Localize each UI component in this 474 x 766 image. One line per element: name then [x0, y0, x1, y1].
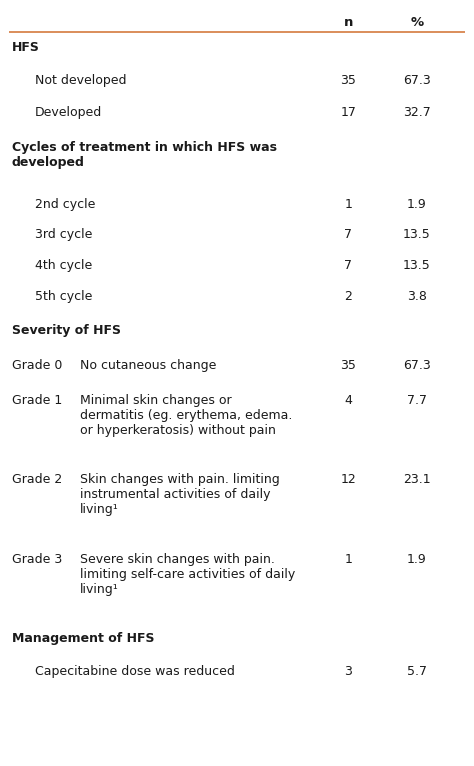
Text: 3: 3: [345, 665, 353, 677]
Text: 1.9: 1.9: [407, 552, 427, 565]
Text: n: n: [344, 15, 353, 28]
Text: Skin changes with pain. limiting
instrumental activities of daily
living¹: Skin changes with pain. limiting instrum…: [80, 473, 280, 516]
Text: 67.3: 67.3: [403, 359, 430, 372]
Text: 67.3: 67.3: [403, 74, 430, 87]
Text: 5th cycle: 5th cycle: [35, 290, 92, 303]
Text: 2nd cycle: 2nd cycle: [35, 198, 95, 211]
Text: 7: 7: [345, 228, 353, 241]
Text: Not developed: Not developed: [35, 74, 126, 87]
Text: 35: 35: [340, 359, 356, 372]
Text: 13.5: 13.5: [403, 259, 430, 272]
Text: Grade 1: Grade 1: [12, 394, 62, 407]
Text: 2: 2: [345, 290, 353, 303]
Text: 1.9: 1.9: [407, 198, 427, 211]
Text: 3rd cycle: 3rd cycle: [35, 228, 92, 241]
Text: Developed: Developed: [35, 106, 102, 119]
Text: Capecitabine dose was reduced: Capecitabine dose was reduced: [35, 665, 234, 677]
Text: Management of HFS: Management of HFS: [12, 632, 154, 645]
Text: Grade 2: Grade 2: [12, 473, 62, 486]
Text: 5.7: 5.7: [407, 665, 427, 677]
Text: Grade 3: Grade 3: [12, 552, 62, 565]
Text: 17: 17: [340, 106, 356, 119]
Text: %: %: [410, 15, 423, 28]
Text: Cycles of treatment in which HFS was
developed: Cycles of treatment in which HFS was dev…: [12, 140, 277, 169]
Text: 35: 35: [340, 74, 356, 87]
Text: 13.5: 13.5: [403, 228, 430, 241]
Text: Minimal skin changes or
dermatitis (eg. erythema, edema.
or hyperkeratosis) with: Minimal skin changes or dermatitis (eg. …: [80, 394, 292, 437]
Text: Severity of HFS: Severity of HFS: [12, 325, 121, 338]
Text: 3.8: 3.8: [407, 290, 427, 303]
Text: HFS: HFS: [12, 41, 40, 54]
Text: Severe skin changes with pain.
limiting self-care activities of daily
living¹: Severe skin changes with pain. limiting …: [80, 552, 295, 596]
Text: 32.7: 32.7: [403, 106, 430, 119]
Text: 7.7: 7.7: [407, 394, 427, 407]
Text: 12: 12: [341, 473, 356, 486]
Text: 4th cycle: 4th cycle: [35, 259, 92, 272]
Text: Grade 0: Grade 0: [12, 359, 62, 372]
Text: 7: 7: [345, 259, 353, 272]
Text: 4: 4: [345, 394, 353, 407]
Text: 1: 1: [345, 198, 353, 211]
Text: No cutaneous change: No cutaneous change: [80, 359, 217, 372]
Text: 1: 1: [345, 552, 353, 565]
Text: 23.1: 23.1: [403, 473, 430, 486]
